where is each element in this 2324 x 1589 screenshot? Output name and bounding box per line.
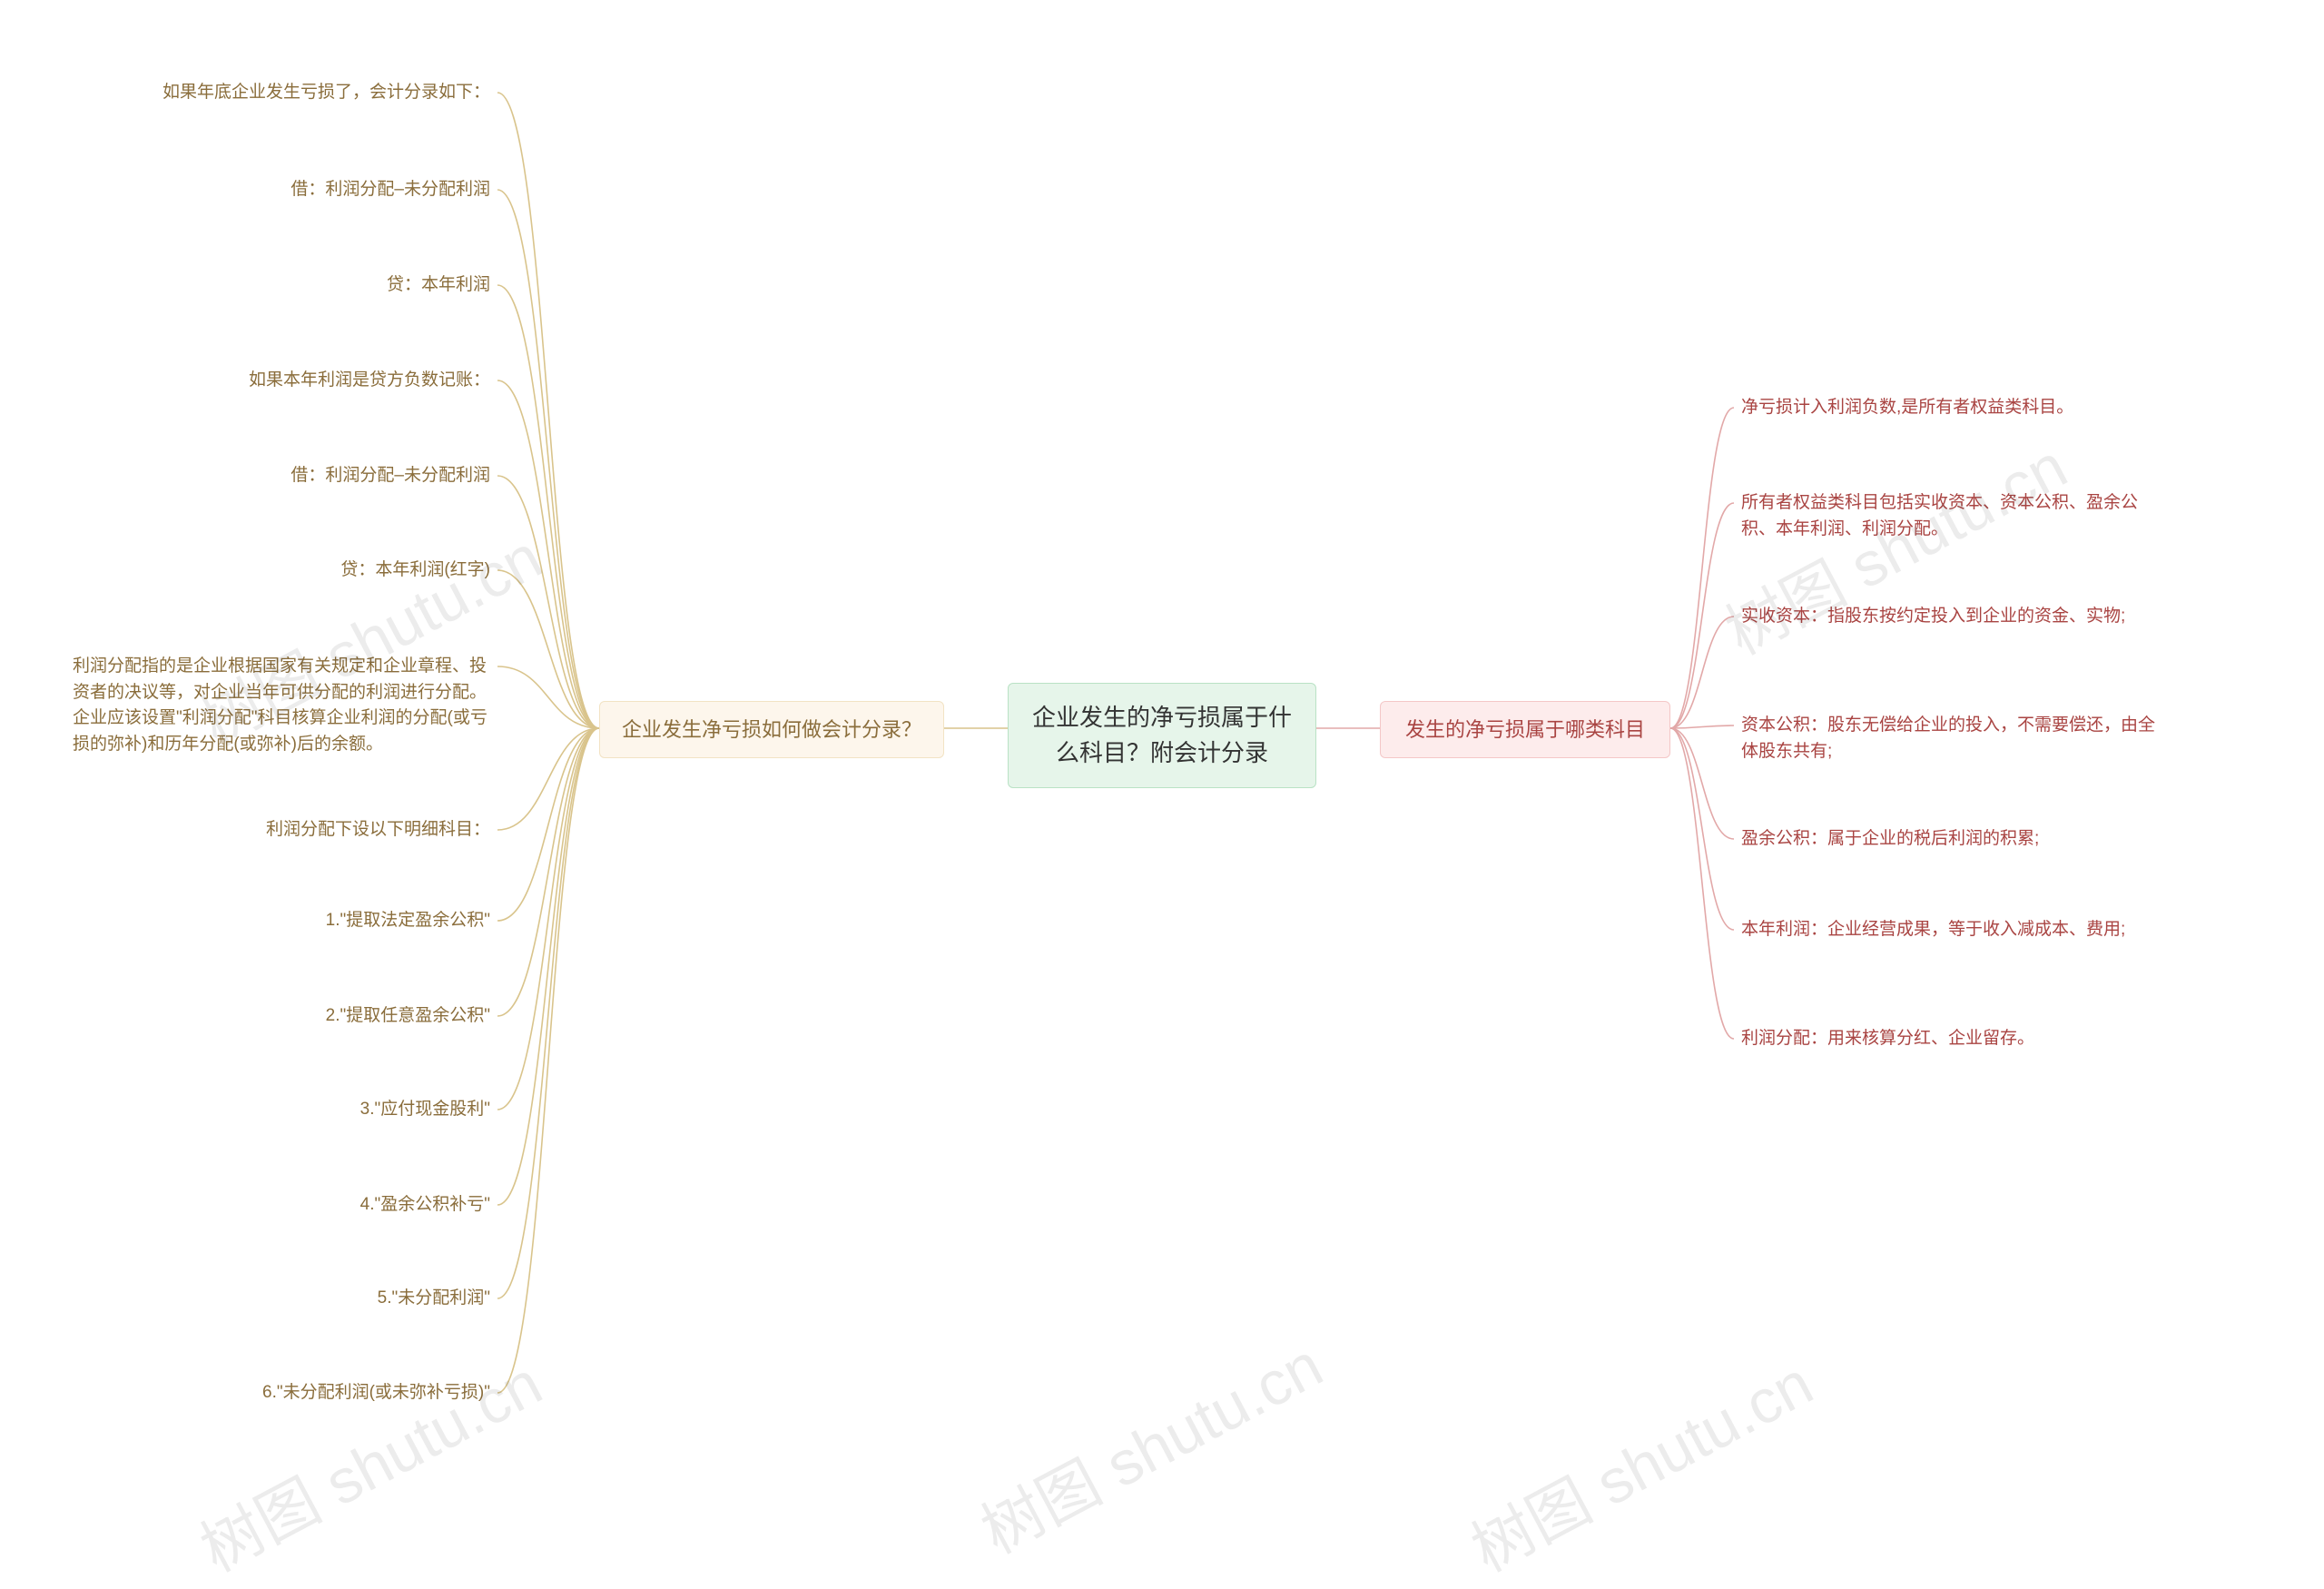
right-leaf: 利润分配：用来核算分红、企业留存。 <box>1741 1026 2159 1052</box>
left-leaf: 4."盈余公积补亏" <box>309 1192 490 1219</box>
left-leaf: 借：利润分配–未分配利润 <box>236 177 490 203</box>
leaf-text: 资本公积：股东无偿给企业的投入，不需要偿还，由全体股东共有; <box>1741 716 2155 761</box>
left-leaf: 6."未分配利润(或未弥补亏损)" <box>218 1380 490 1406</box>
leaf-text: 利润分配下设以下明细科目： <box>266 820 490 839</box>
leaf-text: 5."未分配利润" <box>378 1288 490 1308</box>
leaf-text: 净亏损计入利润负数,是所有者权益类科目。 <box>1741 398 2073 417</box>
left-leaf: 2."提取任意盈余公积" <box>272 1003 490 1030</box>
left-leaf: 贷：本年利润 <box>345 272 490 299</box>
leaf-text: 贷：本年利润 <box>387 275 490 294</box>
right-leaf: 资本公积：股东无偿给企业的投入，不需要偿还，由全体股东共有; <box>1741 713 2159 765</box>
left-leaf: 利润分配下设以下明细科目： <box>200 817 490 844</box>
leaf-text: 贷：本年利润(红字) <box>340 560 490 579</box>
leaf-text: 6."未分配利润(或未弥补亏损)" <box>262 1383 490 1402</box>
leaf-text: 如果年底企业发生亏损了，会计分录如下： <box>162 83 490 102</box>
right-leaf: 净亏损计入利润负数,是所有者权益类科目。 <box>1741 395 2159 421</box>
right-branch-text: 发生的净亏损属于哪类科目 <box>1405 715 1645 745</box>
right-branch-node[interactable]: 发生的净亏损属于哪类科目 <box>1380 701 1670 758</box>
right-leaf: 所有者权益类科目包括实收资本、资本公积、盈余公积、本年利润、利润分配。 <box>1741 490 2159 542</box>
watermark-text: 树图 shutu.cn <box>1715 431 2077 668</box>
right-leaf: 实收资本：指股东按约定投入到企业的资金、实物; <box>1741 604 2159 630</box>
leaf-text: 2."提取任意盈余公积" <box>326 1006 490 1025</box>
leaf-text: 4."盈余公积补亏" <box>360 1195 490 1214</box>
left-leaf: 1."提取法定盈余公积" <box>272 908 490 934</box>
center-node-text: 企业发生的净亏损属于什么科目？附会计分录 <box>1029 700 1295 771</box>
leaf-text: 利润分配：用来核算分红、企业留存。 <box>1741 1029 2034 1048</box>
leaf-text: 1."提取法定盈余公积" <box>326 911 490 930</box>
watermark-text: 树图 shutu.cn <box>1461 1348 1823 1585</box>
leaf-text: 3."应付现金股利" <box>360 1100 490 1119</box>
mindmap-canvas: 企业发生的净亏损属于什么科目？附会计分录 企业发生净亏损如何做会计分录？ 发生的… <box>0 0 2324 1462</box>
leaf-text: 借：利润分配–未分配利润 <box>290 466 490 485</box>
right-leaf: 盈余公积：属于企业的税后利润的积累; <box>1741 826 2159 853</box>
leaf-text: 所有者权益类科目包括实收资本、资本公积、盈余公积、本年利润、利润分配。 <box>1741 493 2138 538</box>
watermark: 树图 shutu.cn <box>1708 417 2080 672</box>
left-branch-node[interactable]: 企业发生净亏损如何做会计分录？ <box>599 701 944 758</box>
left-leaf: 3."应付现金股利" <box>309 1097 490 1123</box>
left-leaf: 如果本年利润是贷方负数记账： <box>182 368 490 394</box>
left-branch-text: 企业发生净亏损如何做会计分录？ <box>622 715 921 745</box>
watermark: 树图 shutu.cn <box>963 1316 1335 1571</box>
leaf-text: 如果本年利润是贷方负数记账： <box>249 370 490 390</box>
watermark-text: 树图 shutu.cn <box>970 1330 1333 1567</box>
leaf-text: 实收资本：指股东按约定投入到企业的资金、实物; <box>1741 607 2125 626</box>
left-leaf: 借：利润分配–未分配利润 <box>236 463 490 489</box>
leaf-text: 盈余公积：属于企业的税后利润的积累; <box>1741 829 2039 848</box>
leaf-text: 本年利润：企业经营成果，等于收入减成本、费用; <box>1741 920 2125 939</box>
left-leaf: 如果年底企业发生亏损了，会计分录如下： <box>91 80 490 106</box>
left-leaf: 贷：本年利润(红字) <box>290 558 490 584</box>
leaf-text: 利润分配指的是企业根据国家有关规定和企业章程、投资者的决议等，对企业当年可供分配… <box>73 656 487 754</box>
center-node[interactable]: 企业发生的净亏损属于什么科目？附会计分录 <box>1008 683 1316 788</box>
left-leaf: 5."未分配利润" <box>327 1286 490 1312</box>
leaf-text: 借：利润分配–未分配利润 <box>290 180 490 199</box>
right-leaf: 本年利润：企业经营成果，等于收入减成本、费用; <box>1741 917 2159 943</box>
left-leaf: 利润分配指的是企业根据国家有关规定和企业章程、投资者的决议等，对企业当年可供分配… <box>73 654 490 757</box>
